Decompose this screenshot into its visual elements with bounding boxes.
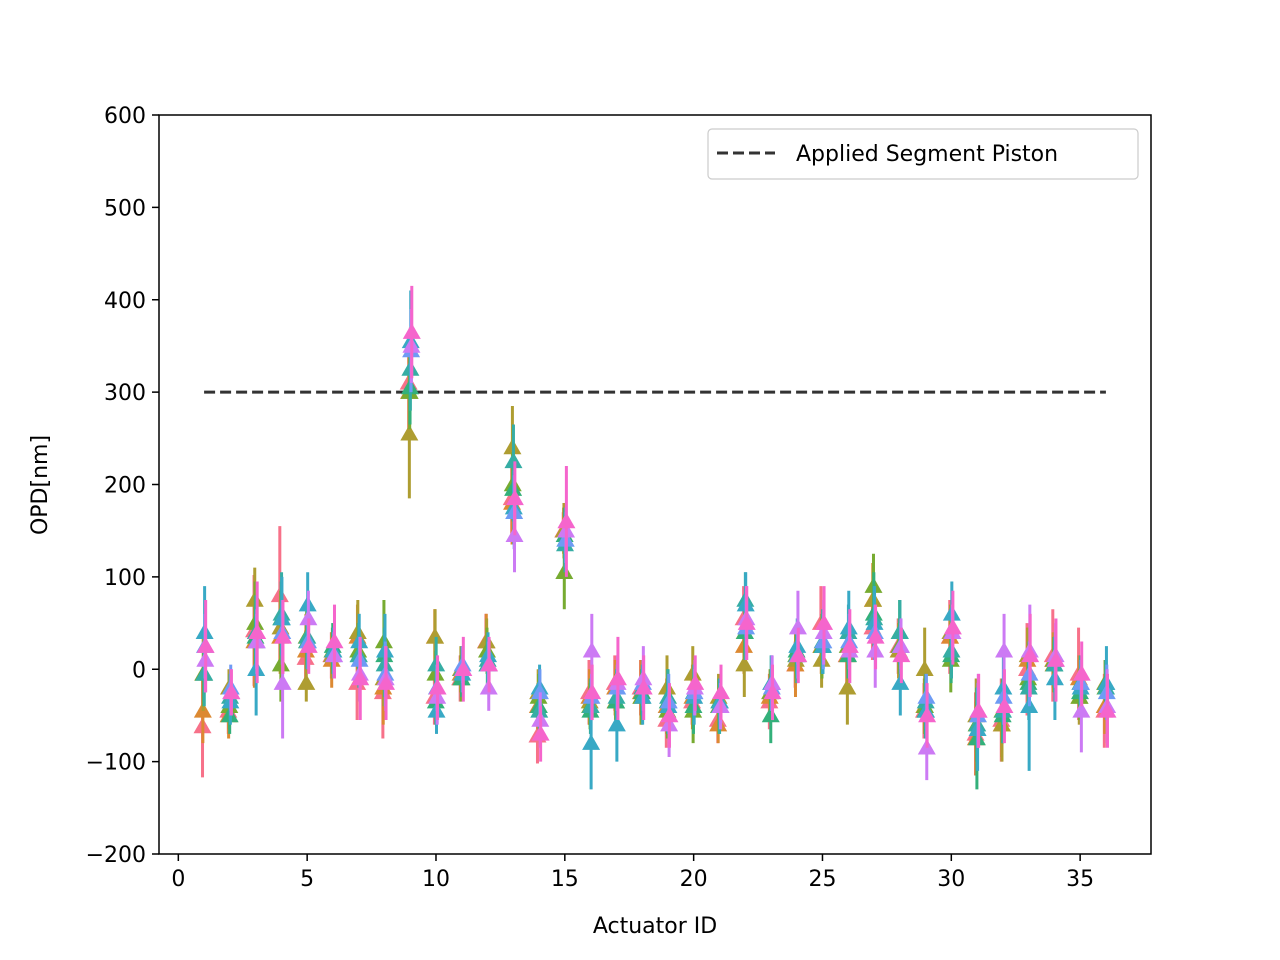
data-point (248, 623, 267, 640)
data-point (607, 715, 626, 732)
data-point (299, 637, 318, 653)
data-point (634, 678, 653, 695)
legend-box (707, 128, 1139, 180)
data-point (763, 683, 782, 700)
data-point (995, 697, 1014, 713)
data-point (557, 512, 576, 529)
y-axis-label: OPD[nm] (28, 435, 53, 535)
data-point (789, 646, 808, 663)
data-point (1098, 701, 1117, 718)
data-point (660, 706, 679, 723)
data-point (351, 669, 370, 686)
data-point (1072, 664, 1091, 681)
y-tick-label: 500 (104, 196, 146, 221)
data-point (531, 724, 550, 741)
x-tick-label: 15 (551, 867, 579, 892)
data-point (995, 641, 1014, 658)
data-point (1046, 651, 1065, 667)
data-point (377, 674, 396, 690)
x-axis-label: Actuator ID (593, 914, 717, 939)
y-tick-label: 100 (104, 566, 146, 591)
y-tick-label: −100 (86, 751, 146, 776)
data-point (737, 614, 756, 630)
x-tick-label: 25 (808, 867, 836, 892)
data-point (454, 660, 473, 676)
x-tick-label: 20 (680, 867, 708, 892)
data-point (583, 683, 602, 700)
data-point (686, 674, 705, 690)
data-point (761, 706, 780, 723)
data-point (838, 678, 857, 695)
data-point (428, 678, 447, 695)
data-point (402, 323, 421, 339)
data-point (297, 674, 316, 690)
data-point (788, 618, 807, 635)
data-point (505, 489, 524, 506)
x-tick-label: 35 (1066, 867, 1094, 892)
data-point (504, 452, 523, 469)
y-tick-label: 600 (104, 104, 146, 129)
data-point (735, 655, 754, 672)
legend-label-applied-segment-piston: Applied Segment Piston (796, 142, 1058, 167)
data-point (222, 683, 241, 700)
data-point (866, 627, 885, 644)
data-point (969, 701, 988, 718)
data-point (273, 674, 292, 690)
y-tick-label: −200 (86, 843, 146, 868)
data-point (582, 734, 601, 750)
data-point (400, 424, 419, 441)
data-point (608, 669, 627, 686)
series-10 (196, 285, 1117, 762)
data-point (582, 641, 601, 658)
data-point (840, 637, 859, 653)
data-point (711, 683, 730, 700)
data-point (530, 683, 549, 700)
data-point (426, 627, 445, 644)
data-point (918, 706, 937, 723)
plot-layer (193, 285, 1117, 790)
y-tick-label: 200 (104, 474, 146, 499)
data-point (915, 660, 934, 676)
x-tick-label: 5 (300, 867, 314, 892)
data-point (892, 646, 911, 663)
data-point (325, 632, 344, 649)
data-point (1072, 701, 1091, 718)
legend: Applied Segment Piston (707, 128, 1139, 180)
y-tick-label: 400 (104, 289, 146, 314)
x-tick-label: 0 (171, 867, 185, 892)
x-tick-label: 10 (422, 867, 450, 892)
data-point (480, 655, 499, 672)
data-point (299, 609, 318, 626)
axes-layer: 0 5 10 15 20 25 30 35 −200 −100 0 100 200 300 400 500 60… (86, 104, 1095, 892)
data-point (273, 627, 292, 644)
data-point (196, 637, 215, 653)
data-point (943, 618, 962, 635)
x-tick-label: 30 (937, 867, 965, 892)
y-tick-label: 0 (132, 658, 146, 683)
y-tick-label: 300 (104, 381, 146, 406)
data-point (815, 614, 834, 630)
data-point (1021, 646, 1040, 663)
